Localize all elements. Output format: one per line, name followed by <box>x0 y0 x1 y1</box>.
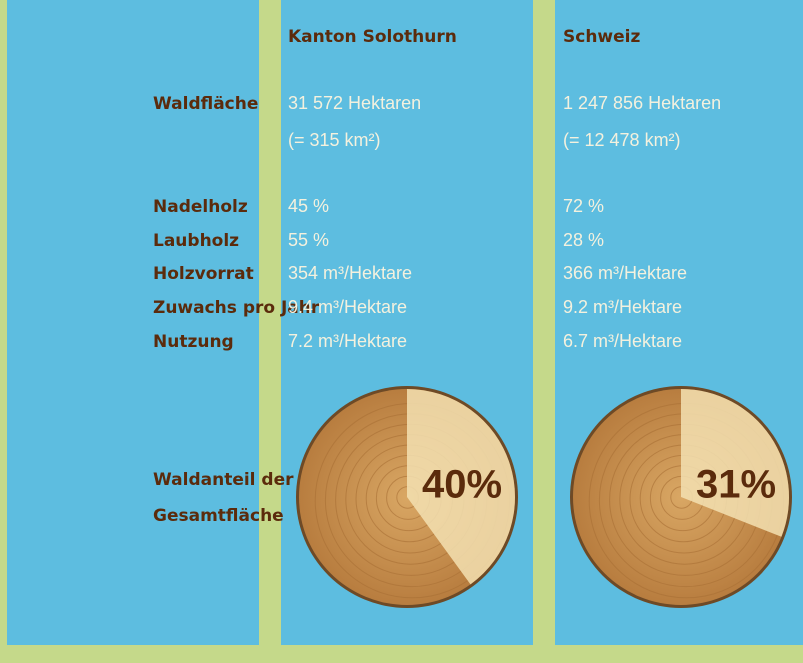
cell-value: 6.7 m³/Hektare <box>563 331 682 351</box>
page: Kanton Solothurn Schweiz Waldfläche 31 572 … <box>0 0 803 663</box>
cell-value: 28 % <box>563 230 604 250</box>
cell-value: 354 m³/Hektare <box>288 263 412 283</box>
row-label: Holzvorrat <box>153 264 254 284</box>
cell-value: 55 % <box>288 230 329 250</box>
infographic: Kanton Solothurn Schweiz Waldfläche 31 572 … <box>0 0 803 663</box>
row-label: Gesamtfläche <box>153 506 284 526</box>
cell-value: 9.2 m³/Hektare <box>563 297 682 317</box>
row-label: Laubholz <box>153 231 239 251</box>
row-label: Nutzung <box>153 332 234 352</box>
cell-value: 72 % <box>563 196 604 216</box>
column-header: Schweiz <box>563 27 640 47</box>
cell-value: (= 12 478 km²) <box>563 130 681 150</box>
cell-value: 1 247 856 Hektaren <box>563 93 721 113</box>
cell-value: 7.2 m³/Hektare <box>288 331 407 351</box>
cell-value: 366 m³/Hektare <box>563 263 687 283</box>
column-header: Kanton Solothurn <box>288 27 457 47</box>
cell-value: 9.4 m³/Hektare <box>288 297 407 317</box>
cell-value: (= 315 km²) <box>288 130 381 150</box>
cell-value: 45 % <box>288 196 329 216</box>
cell-value: 31 572 Hektaren <box>288 93 421 113</box>
share-label: 40% <box>422 463 502 507</box>
share-label: 31% <box>696 463 776 507</box>
row-label: Waldfläche <box>153 94 258 114</box>
row-label: Nadelholz <box>153 197 248 217</box>
row-label: Waldanteil der <box>153 470 294 490</box>
